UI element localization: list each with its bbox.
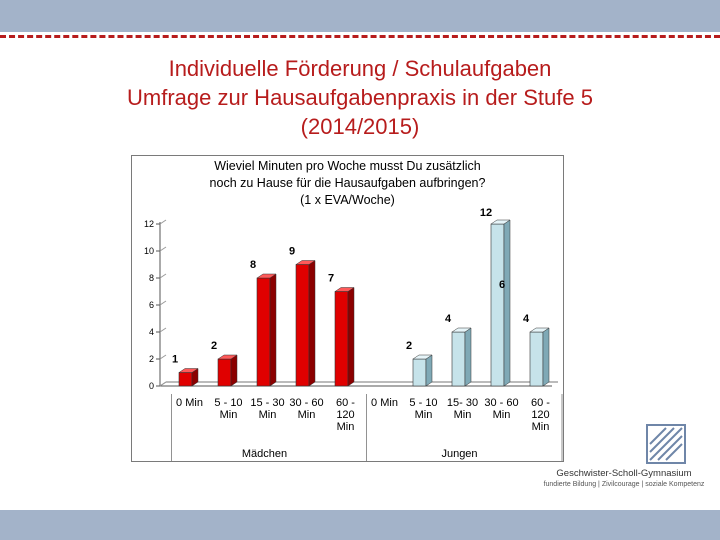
x-tick-label-maedchen-4: 30 - 60 [289,397,323,409]
x-tick-label-jungen-5: 60 - [531,397,550,409]
bar-jungen-4 [490,223,505,387]
data-label-jungen-2: 2 [406,340,412,352]
chart-frame: Wieviel Minuten pro Woche musst Du zusät… [131,155,564,462]
bottom-band [0,510,720,540]
x-tick-label-jungen-2: 5 - 10 [409,397,437,409]
bar-maedchen-2-side [230,354,238,387]
data-label-maedchen-2: 2 [211,340,217,352]
x-tick-label-maedchen-2: Min [220,409,238,421]
school-logo: Geschwister-Scholl-Gymnasium fundierte B… [534,424,714,494]
data-label-extra: 6 [499,279,505,291]
x-tick-label-maedchen-4: Min [298,409,316,421]
slide-title: Individuelle Förderung / Schulaufgaben U… [60,54,660,141]
bar-maedchen-5 [334,291,349,387]
x-tick-label-jungen-4: Min [493,409,511,421]
bar-maedchen-5-side [347,287,355,387]
y-tick-depth [159,300,167,306]
bar-maedchen-4-side [308,260,316,387]
chart-title: Wieviel Minuten pro Woche musst Du zusät… [132,158,563,209]
bar-maedchen-3-top [256,273,277,279]
bar-jungen-5-top [529,327,550,333]
bar-maedchen-4 [295,264,310,387]
top-band [0,0,720,32]
top-dashed-divider [0,35,720,38]
y-tick-depth [159,354,167,360]
bar-jungen-2 [412,358,427,387]
chart-title-line-1: Wieviel Minuten pro Woche musst Du zusät… [214,159,481,173]
y-tick-label: 2 [149,354,154,364]
x-tick-label-maedchen-5: 120 [336,409,354,421]
y-tick-depth [159,327,167,333]
data-label-maedchen-4: 9 [289,246,295,258]
bar-jungen-3-top [451,327,472,333]
bar-jungen-5 [529,331,544,387]
slide-title-line-3: (2014/2015) [300,114,420,139]
bar-jungen-5-side [542,327,550,387]
x-tick-label-maedchen-3: 15 - 30 [250,397,284,409]
bar-maedchen-2 [217,358,232,387]
x-tick-label-maedchen-1: 0 Min [176,397,203,409]
slide-title-line-1: Individuelle Förderung / Schulaufgaben [168,56,552,81]
y-tick-label: 6 [149,300,154,310]
school-logo-mark-icon [646,424,686,464]
x-tick-label-jungen-4: 30 - 60 [484,397,518,409]
data-label-maedchen-3: 8 [250,259,256,271]
bar-maedchen-5-top [334,287,355,292]
bar-jungen-4-top [490,219,511,225]
x-tick-label-jungen-2: Min [415,409,433,421]
y-tick-label: 0 [149,381,154,391]
group-label-maedchen: Mädchen [242,448,287,460]
x-tick-label-maedchen-5: Min [337,421,355,433]
bar-jungen-3-side [464,327,472,387]
data-label-jungen-3: 4 [445,313,452,325]
bar-jungen-2-side [425,354,433,387]
x-tick-label-jungen-1: 0 Min [371,397,398,409]
x-tick-label-maedchen-3: Min [259,409,277,421]
chart-title-line-3: (1 x EVA/Woche) [300,193,395,207]
bar-maedchen-4-top [295,260,316,265]
y-tick-depth [159,273,167,279]
data-label-jungen-4: 12 [480,207,492,219]
bar-maedchen-3-side [269,273,277,387]
school-tagline: fundierte Bildung | Zivilcourage | sozia… [543,481,705,488]
school-name: Geschwister-Scholl-Gymnasium [556,468,692,479]
bar-maedchen-1 [178,372,193,387]
bar-maedchen-1-top [178,368,199,373]
x-tick-label-jungen-5: Min [532,421,550,433]
x-tick-label-maedchen-5: 60 - [336,397,355,409]
y-tick-depth [159,246,167,252]
group-label-jungen: Jungen [441,448,477,460]
chart-title-line-2: noch zu Hause für die Hausaufgaben aufbr… [209,176,486,190]
y-tick-depth [159,219,167,225]
data-label-maedchen-5: 7 [328,273,334,285]
y-tick-label: 8 [149,273,154,283]
data-label-maedchen-1: 1 [172,354,178,366]
y-tick-label: 4 [149,327,154,337]
bar-maedchen-2-top [217,354,238,360]
x-tick-label-jungen-5: 120 [531,409,549,421]
x-tick-label-jungen-3: 15- 30 [447,397,478,409]
data-label-jungen-5: 4 [523,313,530,325]
bar-jungen-2-top [412,354,433,360]
x-tick-label-maedchen-2: 5 - 10 [214,397,242,409]
bar-jungen-4-side [503,219,511,387]
bar-maedchen-3 [256,277,271,387]
y-tick-depth [159,381,167,387]
x-tick-label-jungen-3: Min [454,409,472,421]
y-tick-label: 12 [144,219,154,229]
bar-jungen-3 [451,331,466,387]
slide-title-line-2: Umfrage zur Hausaufgabenpraxis in der St… [127,85,593,110]
y-tick-label: 10 [144,246,154,256]
